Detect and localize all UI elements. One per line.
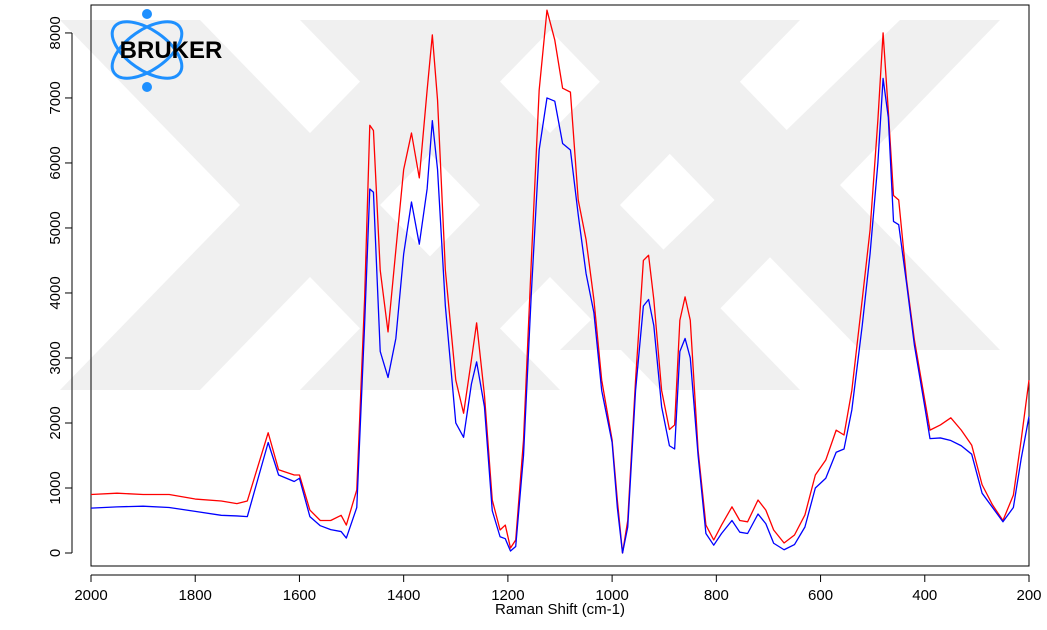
x-tick-label: 1800 — [179, 587, 212, 604]
y-tick-label: 1000 — [47, 471, 64, 504]
logo: BRUKER — [110, 9, 223, 92]
logo-orbit — [110, 20, 184, 80]
watermark — [60, 20, 1000, 390]
y-tick-label: 7000 — [47, 81, 64, 114]
spectrum-line — [90, 77, 1030, 554]
logo-text: BRUKER — [120, 37, 223, 64]
x-tick-label: 1000 — [595, 587, 628, 604]
plot-box — [90, 4, 1030, 567]
x-tick-label: 1200 — [491, 587, 524, 604]
x-tick-label: 800 — [704, 587, 729, 604]
x-tick-label: 400 — [912, 587, 937, 604]
y-tick-label: 0 — [47, 549, 64, 557]
y-tick-label: 5000 — [47, 211, 64, 244]
x-tick-label: 200 — [1016, 587, 1041, 604]
logo-dot — [142, 9, 152, 19]
y-tick-label: 3000 — [47, 341, 64, 374]
y-tick-label: 6000 — [47, 146, 64, 179]
x-axis-label: Raman Shift (cm-1) — [495, 601, 625, 618]
logo-orbit — [110, 20, 184, 80]
logo-dot — [142, 82, 152, 92]
y-tick-label: 2000 — [47, 406, 64, 439]
watermark-stroke — [560, 20, 1000, 350]
y-tick-label: 8000 — [47, 16, 64, 49]
x-tick-label: 1600 — [283, 587, 316, 604]
x-tick-label: 1400 — [387, 587, 420, 604]
x-tick-label: 600 — [808, 587, 833, 604]
y-tick-label: 4000 — [47, 276, 64, 309]
x-tick-label: 2000 — [74, 587, 107, 604]
